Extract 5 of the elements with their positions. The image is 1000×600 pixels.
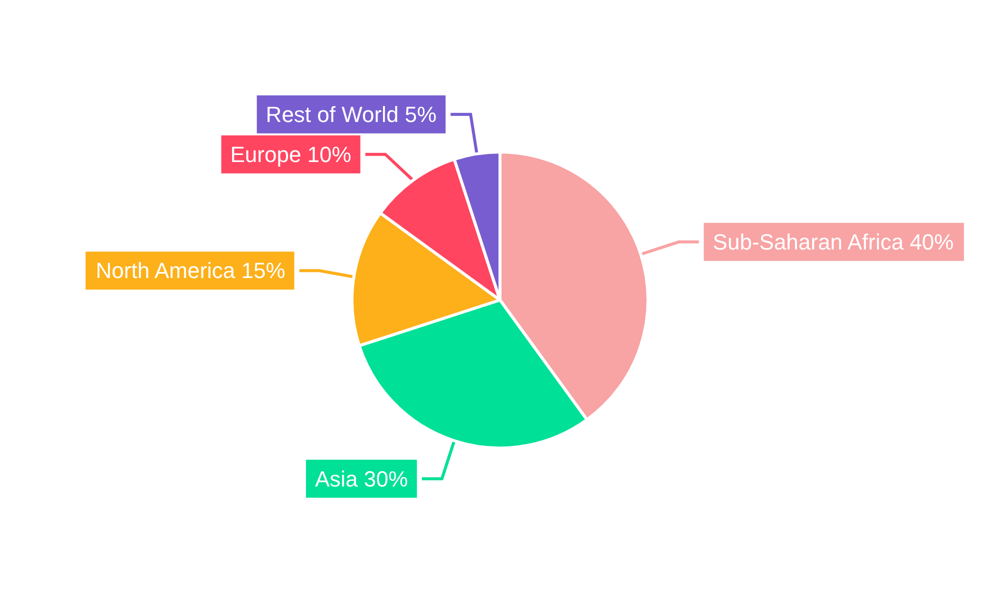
slice-label: Asia 30% xyxy=(314,466,408,492)
slice-label: Rest of World 5% xyxy=(266,102,437,127)
slice-label: North America 15% xyxy=(96,258,286,284)
slice-label: Sub-Saharan Africa 40% xyxy=(712,229,954,254)
slice-label: Europe 10% xyxy=(230,142,352,167)
